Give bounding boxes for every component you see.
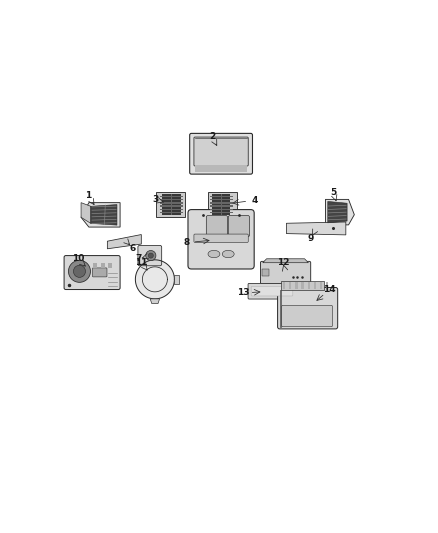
Polygon shape xyxy=(220,195,222,215)
FancyBboxPatch shape xyxy=(190,133,252,174)
Polygon shape xyxy=(108,263,112,268)
Polygon shape xyxy=(156,192,185,217)
Polygon shape xyxy=(209,212,233,214)
Polygon shape xyxy=(91,205,117,225)
Polygon shape xyxy=(209,196,233,197)
FancyBboxPatch shape xyxy=(138,245,162,266)
Text: 10: 10 xyxy=(72,254,84,263)
Polygon shape xyxy=(314,282,316,289)
Polygon shape xyxy=(307,282,310,289)
FancyBboxPatch shape xyxy=(278,287,338,329)
FancyBboxPatch shape xyxy=(228,215,250,237)
Polygon shape xyxy=(209,202,233,204)
Text: 6: 6 xyxy=(130,244,136,253)
Polygon shape xyxy=(160,202,184,204)
Polygon shape xyxy=(328,201,347,223)
Polygon shape xyxy=(262,269,269,277)
Polygon shape xyxy=(150,299,159,304)
Polygon shape xyxy=(283,282,285,289)
FancyBboxPatch shape xyxy=(92,268,107,277)
Polygon shape xyxy=(208,192,237,217)
Polygon shape xyxy=(171,195,173,215)
FancyBboxPatch shape xyxy=(206,215,227,237)
Text: 1: 1 xyxy=(85,191,91,200)
Text: 7: 7 xyxy=(136,254,142,263)
Polygon shape xyxy=(326,282,328,289)
Text: 8: 8 xyxy=(184,238,190,247)
Polygon shape xyxy=(162,195,181,215)
Circle shape xyxy=(148,253,153,258)
Polygon shape xyxy=(209,209,233,210)
Polygon shape xyxy=(93,263,97,268)
Text: 12: 12 xyxy=(277,258,289,267)
Text: 3: 3 xyxy=(152,195,159,204)
Polygon shape xyxy=(279,289,281,327)
Circle shape xyxy=(146,251,156,261)
Polygon shape xyxy=(209,205,233,207)
FancyBboxPatch shape xyxy=(194,137,248,166)
Polygon shape xyxy=(174,274,179,284)
FancyBboxPatch shape xyxy=(194,234,248,243)
Polygon shape xyxy=(160,212,184,214)
FancyBboxPatch shape xyxy=(188,209,254,269)
Polygon shape xyxy=(160,209,184,210)
Polygon shape xyxy=(209,199,233,200)
Text: 11: 11 xyxy=(135,258,147,267)
Text: 9: 9 xyxy=(307,234,314,243)
FancyBboxPatch shape xyxy=(282,305,332,327)
Polygon shape xyxy=(281,281,325,289)
Circle shape xyxy=(68,260,91,282)
Polygon shape xyxy=(286,222,346,235)
Polygon shape xyxy=(212,195,230,215)
Polygon shape xyxy=(100,263,105,268)
Polygon shape xyxy=(135,260,174,299)
FancyBboxPatch shape xyxy=(64,256,120,289)
Polygon shape xyxy=(160,205,184,207)
Polygon shape xyxy=(289,282,291,289)
Ellipse shape xyxy=(208,251,220,258)
Polygon shape xyxy=(301,282,304,289)
Ellipse shape xyxy=(222,251,234,258)
Polygon shape xyxy=(160,196,184,197)
Circle shape xyxy=(74,265,85,277)
Polygon shape xyxy=(107,235,141,249)
FancyBboxPatch shape xyxy=(251,286,293,296)
Polygon shape xyxy=(81,203,120,227)
Polygon shape xyxy=(295,282,297,289)
Polygon shape xyxy=(263,259,308,263)
Polygon shape xyxy=(160,199,184,200)
Polygon shape xyxy=(195,165,247,172)
FancyBboxPatch shape xyxy=(248,284,296,299)
Text: 13: 13 xyxy=(237,288,250,297)
Polygon shape xyxy=(81,203,91,223)
FancyBboxPatch shape xyxy=(261,261,311,284)
Text: 5: 5 xyxy=(330,188,336,197)
Polygon shape xyxy=(325,199,354,225)
Text: 4: 4 xyxy=(251,196,258,205)
Text: 2: 2 xyxy=(209,132,215,141)
Text: 14: 14 xyxy=(323,285,336,294)
Polygon shape xyxy=(320,282,322,289)
